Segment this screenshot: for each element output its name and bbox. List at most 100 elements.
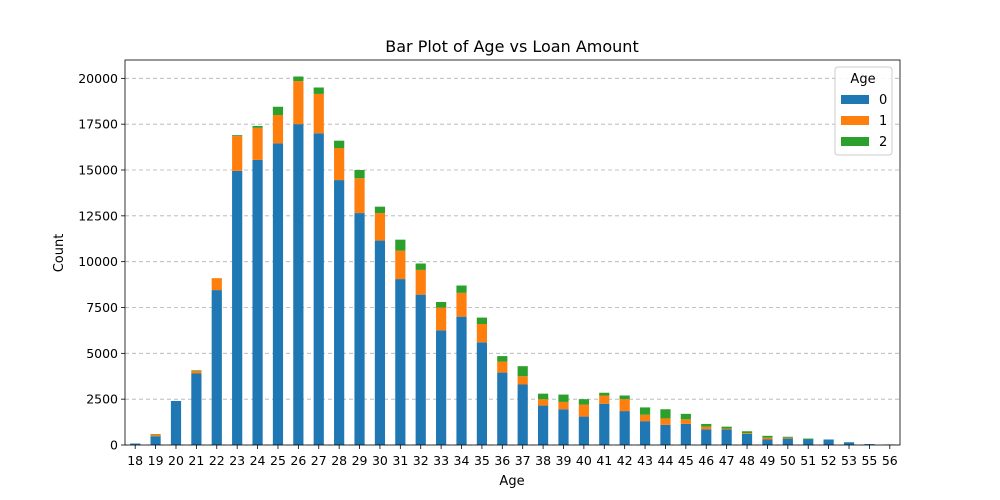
bar-age-43-series-2 (639, 407, 651, 415)
bar-age-24-series-1 (252, 127, 263, 160)
bar-age-25-series-1 (272, 115, 284, 144)
bar-age-29-series-0 (354, 213, 365, 445)
x-tick-label: 56 (882, 453, 898, 468)
y-tick-label: 0 (110, 438, 118, 453)
bar-age-31-series-1 (395, 250, 406, 280)
x-tick-label: 50 (780, 453, 796, 468)
bars (130, 76, 895, 446)
x-tick-label: 19 (148, 453, 164, 468)
bar-age-46-series-2 (701, 423, 712, 427)
x-tick-label: 52 (821, 453, 837, 468)
x-tick-label: 39 (556, 453, 572, 468)
bar-age-41-series-0 (599, 403, 610, 445)
bar-age-36-series-0 (497, 372, 508, 445)
bar-age-22-series-0 (211, 290, 222, 445)
y-tick-label: 7500 (86, 300, 118, 315)
bar-age-43-series-0 (639, 421, 651, 445)
bar-age-29-series-2 (354, 170, 365, 179)
bar-age-38-series-1 (537, 399, 549, 406)
bar-age-46-series-0 (701, 429, 712, 445)
bar-age-45-series-0 (680, 423, 691, 445)
x-tick-label: 29 (352, 453, 368, 468)
bar-age-28-series-1 (334, 148, 345, 181)
x-tick-label: 44 (658, 453, 674, 468)
y-tick-label: 10000 (78, 254, 118, 269)
bar-age-26-series-2 (293, 76, 304, 82)
y-tick-label: 15000 (78, 163, 118, 178)
axes: 0250050007500100001250015000175002000018… (78, 59, 901, 468)
legend-swatch-1 (841, 116, 869, 125)
bar-age-31-series-2 (395, 239, 406, 251)
x-axis-label: Age (499, 474, 524, 489)
x-tick-label: 38 (535, 453, 551, 468)
bar-age-53-series-0 (843, 442, 855, 445)
bar-age-29-series-1 (354, 178, 365, 214)
bar-age-40-series-0 (578, 416, 589, 445)
bar-age-50-series-2 (782, 436, 793, 438)
legend-swatch-2 (841, 137, 869, 146)
bar-age-33-series-1 (436, 307, 447, 331)
x-tick-label: 43 (637, 453, 653, 468)
bar-age-25-series-0 (272, 143, 284, 445)
bar-age-34-series-2 (456, 285, 467, 293)
bar-age-30-series-1 (374, 213, 386, 241)
bar-age-33-series-2 (436, 302, 447, 308)
bar-age-35-series-0 (476, 342, 488, 445)
bar-age-38-series-2 (537, 393, 549, 400)
bar-age-24-series-2 (252, 126, 263, 128)
bar-age-32-series-1 (415, 269, 426, 295)
legend-items: 0 1 2 (841, 93, 887, 150)
x-tick-label: 22 (209, 453, 225, 468)
bar-age-23-series-1 (232, 136, 243, 171)
bar-age-20-series-0 (170, 401, 182, 445)
x-tick-label: 33 (433, 453, 449, 468)
bar-age-27-series-2 (313, 87, 324, 94)
bar-age-48-series-2 (741, 431, 753, 434)
x-tick-label: 48 (739, 453, 755, 468)
bar-age-34-series-0 (456, 316, 467, 445)
x-tick-label: 28 (331, 453, 347, 468)
x-tick-label: 41 (596, 453, 612, 468)
bar-age-43-series-1 (639, 414, 651, 422)
bar-age-34-series-1 (456, 292, 467, 317)
x-tick-label: 37 (515, 453, 531, 468)
y-tick-label: 17500 (78, 117, 118, 132)
bar-age-42-series-2 (619, 395, 630, 400)
y-tick-label: 5000 (86, 346, 118, 361)
bar-age-47-series-0 (721, 429, 732, 445)
legend-title: Age (850, 72, 875, 87)
bar-age-37-series-0 (517, 384, 528, 445)
bar-age-42-series-0 (619, 411, 630, 445)
bar-age-25-series-2 (272, 106, 284, 115)
bar-age-30-series-2 (374, 206, 386, 214)
x-tick-label: 20 (168, 453, 184, 468)
y-tick-label: 2500 (86, 392, 118, 407)
bar-age-18-series-0 (130, 443, 141, 445)
bar-age-44-series-1 (660, 418, 671, 425)
bar-age-28-series-2 (334, 140, 345, 148)
bar-age-39-series-2 (558, 394, 569, 402)
bar-age-36-series-1 (497, 361, 508, 373)
y-tick-label: 12500 (78, 208, 118, 223)
bar-age-22-series-1 (211, 278, 222, 291)
bar-age-40-series-2 (578, 399, 589, 405)
x-tick-label: 53 (841, 453, 857, 468)
x-tick-label: 49 (759, 453, 775, 468)
bar-age-51-series-0 (803, 439, 814, 445)
bar-age-41-series-1 (599, 395, 610, 404)
x-tick-label: 55 (861, 453, 877, 468)
legend: Age 0 1 2 (834, 66, 893, 156)
bar-age-19-series-0 (150, 436, 161, 445)
bar-age-23-series-0 (232, 170, 243, 445)
x-tick-label: 21 (188, 453, 204, 468)
bar-age-42-series-1 (619, 399, 630, 412)
bar-age-44-series-2 (660, 409, 671, 419)
bar-age-41-series-2 (599, 392, 610, 396)
bar-age-46-series-1 (701, 426, 712, 430)
x-tick-label: 27 (311, 453, 327, 468)
bar-age-49-series-2 (762, 435, 773, 438)
bar-age-50-series-0 (782, 438, 793, 445)
bar-age-21-series-0 (191, 373, 202, 445)
